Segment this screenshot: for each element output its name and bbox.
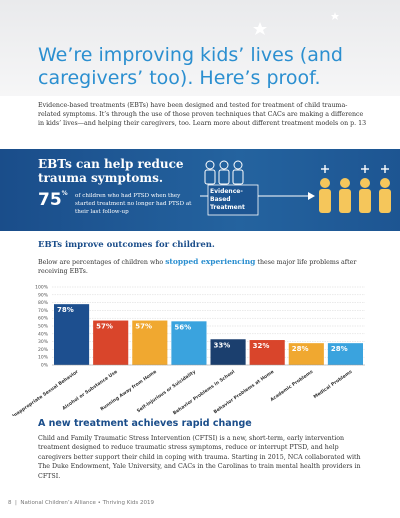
value-label: 33% — [214, 341, 231, 349]
y-tick-label: 80% — [38, 300, 49, 306]
value-label: 56% — [174, 323, 191, 331]
intro-text: Evidence-based treatments (EBTs) have be… — [38, 102, 367, 128]
stat-value: 75 — [38, 190, 62, 210]
chart: 0%10%20%30%40%50%60%70%80%90%100%78%Deve… — [0, 285, 365, 416]
diagram-label: Evidence- Based Treatment — [210, 188, 245, 211]
label-box — [207, 184, 259, 216]
arrow-head — [308, 192, 315, 200]
y-tick-label: 20% — [38, 347, 49, 353]
y-tick-label: 30% — [38, 339, 49, 345]
star — [253, 22, 267, 35]
bar — [288, 343, 324, 365]
y-tick-label: 10% — [38, 355, 49, 361]
bar — [171, 321, 207, 365]
banner: EBTs can help reduce trauma symptoms. 75… — [0, 149, 400, 231]
value-label: 32% — [253, 342, 270, 350]
value-label: 28% — [292, 345, 309, 353]
subtitle-part: Below are percentages of children who — [38, 259, 166, 266]
page-title: We’re improving kids’ lives (and caregiv… — [38, 44, 343, 89]
label-wrap: Evidence- Based Treatment — [210, 188, 245, 211]
bar — [93, 320, 129, 365]
banner-heading: EBTs can help reduce trauma symptoms. — [38, 157, 184, 185]
bar — [210, 339, 246, 365]
x-tick-label: Medical Problems — [312, 369, 353, 400]
bar — [54, 304, 90, 365]
subtitle-highlight: stopped experiencing — [165, 257, 256, 266]
y-tick-label: 100% — [35, 285, 49, 291]
chart-title: EBTs improve outcomes for children. — [38, 240, 215, 250]
bar — [249, 340, 285, 365]
x-tick-label: Academic Problems — [269, 369, 314, 403]
value-label: 28% — [331, 345, 348, 353]
figures-before — [204, 160, 244, 185]
bar — [327, 343, 363, 365]
value-label: 57% — [96, 323, 113, 331]
header-band — [0, 0, 400, 96]
star — [331, 12, 339, 20]
y-tick-label: 0% — [41, 363, 49, 369]
footer-text: National Children’s Alliance • Thriving … — [20, 500, 155, 506]
section-text: Child and Family Traumatic Stress Interv… — [38, 435, 361, 480]
stars — [253, 12, 339, 35]
y-tick-label: 50% — [38, 324, 49, 330]
figures-after — [319, 178, 391, 213]
section-heading: A new treatment achieves rapid change — [38, 418, 252, 429]
subtitle-part: these major life problems after receivin… — [38, 259, 357, 275]
value-label: 57% — [135, 323, 152, 331]
y-tick-label: 70% — [38, 308, 49, 314]
page-number: 8 — [8, 500, 12, 506]
value-label: 78% — [57, 306, 74, 314]
y-tick-label: 60% — [38, 316, 49, 322]
y-tick-label: 40% — [38, 331, 49, 337]
chart-subtitle: Below are percentages of children who st… — [38, 257, 368, 276]
y-tick-label: 90% — [38, 292, 49, 298]
footer: 8 | National Children’s Alliance • Thriv… — [8, 500, 155, 506]
treatment-diagram: Evidence- Based Treatment — [200, 160, 391, 216]
stat: 75% — [38, 190, 68, 210]
x-tick-label: Behavior Problems in School — [172, 369, 236, 416]
stat-unit: % — [61, 190, 68, 197]
stat-text: of children who had PTSD when they start… — [75, 193, 192, 215]
x-tick-label: Behavior Problems at Home — [213, 369, 276, 415]
plus-signs — [321, 165, 389, 173]
bar — [132, 320, 168, 365]
